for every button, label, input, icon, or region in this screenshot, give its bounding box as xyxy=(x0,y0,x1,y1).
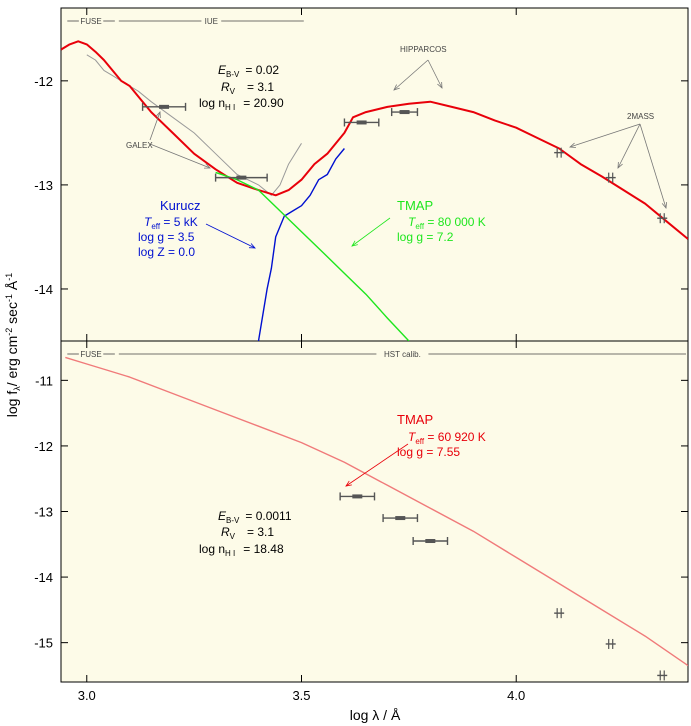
tmap-bottom-annotation: TMAP Teff = 60 920 K log g = 7.55 xyxy=(397,412,486,459)
y-tick-label: -12 xyxy=(34,439,53,454)
svg-text:EB-V= 0.0011: EB-V = 0.0011 xyxy=(218,509,292,525)
series-line-tmap xyxy=(65,356,688,667)
instrument-band-label: HST calib. xyxy=(384,350,421,359)
y-tick-label: -14 xyxy=(34,570,53,585)
hipparcos-arrow xyxy=(427,59,443,89)
svg-text:log nH I= 18.48: log nH I = 18.48 xyxy=(199,542,284,558)
svg-text:Kurucz: Kurucz xyxy=(160,198,200,213)
photometry-point xyxy=(141,102,187,111)
twomass-arrow xyxy=(569,123,641,148)
instrument-band-label: IUE xyxy=(205,17,218,26)
svg-text:log g = 7.55: log g = 7.55 xyxy=(397,445,460,459)
instrument-band-label: FUSE xyxy=(80,17,101,26)
svg-text:EB-V= 0.02: EB-V = 0.02 xyxy=(218,63,279,79)
hipparcos-label: HIPPARCOS xyxy=(400,45,447,54)
photometry-point xyxy=(657,213,668,224)
galex-arrow-head xyxy=(203,163,211,169)
twomass-arrow-head xyxy=(617,161,623,169)
galex-label: GALEX xyxy=(126,141,153,150)
photometry-point xyxy=(554,147,565,158)
svg-text:Teff = 60 920 K: Teff = 60 920 K xyxy=(408,430,486,446)
photometry-point xyxy=(390,108,419,117)
y-tick-label: -13 xyxy=(34,178,53,193)
bottom-params-annotation: EB-V = 0.0011 RV = 3.1 log nH I = 18.48 xyxy=(199,509,292,558)
svg-text:TMAP: TMAP xyxy=(397,198,433,213)
kurucz-arrow xyxy=(205,223,256,249)
photometry-point xyxy=(554,608,565,619)
photometry-point xyxy=(214,173,268,182)
x-tick-label: 3.5 xyxy=(292,688,310,703)
svg-text:RV= 3.1: RV = 3.1 xyxy=(221,525,274,541)
svg-text:Teff = 80 000 K: Teff = 80 000 K xyxy=(408,215,486,231)
y-tick-label: -14 xyxy=(34,282,53,297)
svg-text:log g = 3.5: log g = 3.5 xyxy=(138,230,195,244)
x-axis-label: log λ / Å xyxy=(350,707,401,723)
svg-text:log g = 7.2: log g = 7.2 xyxy=(397,230,454,244)
twomass-arrow-head xyxy=(661,201,667,209)
galex-arrow-head xyxy=(155,111,161,119)
svg-text:log Z = 0.0: log Z = 0.0 xyxy=(138,245,195,259)
svg-text:Teff = 5 kK: Teff = 5 kK xyxy=(144,215,198,231)
photometry-point xyxy=(339,492,376,501)
svg-text:log nH I= 20.90: log nH I = 20.90 xyxy=(199,96,284,112)
series-line-kurucz xyxy=(257,148,345,341)
photometry-point xyxy=(605,638,616,649)
photometry-point xyxy=(412,537,449,546)
y-tick-label: -13 xyxy=(34,505,53,520)
galex-arrow xyxy=(149,111,161,141)
series-line-combined-model xyxy=(61,40,688,240)
svg-text:RV= 3.1: RV = 3.1 xyxy=(221,80,274,96)
top-params-annotation: EB-V = 0.02 RV = 3.1 log nH I = 20.90 xyxy=(199,63,284,112)
top-panel: FUSE IUE -12 -13 -14 xyxy=(34,8,688,341)
photometry-point xyxy=(382,514,419,523)
kurucz-annotation: Kurucz Teff = 5 kK log g = 3.5 log Z = 0… xyxy=(138,198,200,259)
bottom-panel: FUSE HST calib. -11 -12 -13 -14 -15 3.0 3.5 4.0 xyxy=(34,341,688,703)
hipparcos-arrow-head xyxy=(393,84,400,91)
hipparcos-arrow-head xyxy=(437,81,443,89)
x-tick-label: 4.0 xyxy=(507,688,525,703)
photometry-point xyxy=(657,670,668,681)
tmap-arrow xyxy=(351,217,391,247)
top-panel-background xyxy=(60,7,689,342)
tmap-arrow-head xyxy=(351,240,358,247)
twomass-arrow xyxy=(639,123,667,209)
series-line-observed xyxy=(86,54,302,196)
tmap-arrow-head xyxy=(345,480,352,487)
photometry-point xyxy=(605,172,616,183)
y-tick-label: -15 xyxy=(34,636,53,651)
y-tick-label: -11 xyxy=(35,373,53,388)
x-tick-label: 3.0 xyxy=(78,688,96,703)
twomass-label: 2MASS xyxy=(627,112,654,121)
y-tick-label: -12 xyxy=(34,74,53,89)
tmap-top-annotation: TMAP Teff = 80 000 K log g = 7.2 xyxy=(397,198,486,244)
hipparcos-arrow xyxy=(393,59,429,91)
galex-arrow xyxy=(149,143,211,169)
tmap-arrow xyxy=(345,443,409,487)
kurucz-arrow-head xyxy=(248,243,256,249)
twomass-arrow-head xyxy=(569,142,577,148)
twomass-arrow xyxy=(617,123,641,169)
series-line-tmap xyxy=(215,171,410,341)
svg-text:TMAP: TMAP xyxy=(397,412,433,427)
y-axis-label: log fλ/ erg cm-2 sec-1 Å-1 xyxy=(4,273,22,418)
photometry-point xyxy=(343,118,380,127)
bottom-panel-background xyxy=(60,340,689,683)
instrument-band-label: FUSE xyxy=(80,350,101,359)
